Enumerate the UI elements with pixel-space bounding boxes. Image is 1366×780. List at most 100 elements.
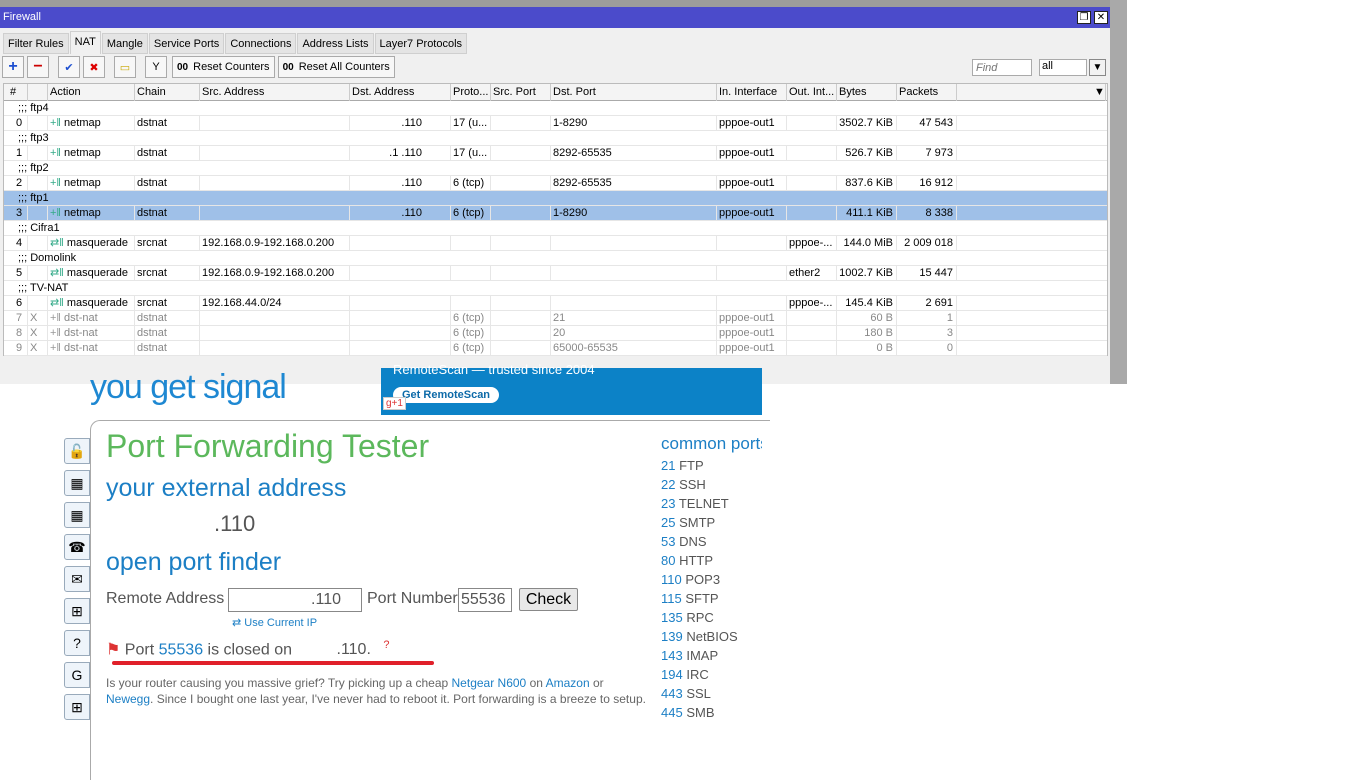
enable-button[interactable]: ✔ [58, 56, 80, 78]
cell-flag [28, 296, 48, 311]
common-port-item[interactable]: 23 TELNET [661, 496, 729, 511]
map-arrow-icon[interactable]: ▦ [64, 502, 90, 528]
table-row[interactable]: 3 +‖ netmap dstnat .110 6 (tcp) 1-8290 pppoe-o… [4, 206, 1107, 221]
comment-button[interactable]: ▭ [114, 56, 136, 78]
check-button[interactable]: Check [519, 588, 578, 611]
common-port-item[interactable]: 443 SSL [661, 686, 711, 701]
restore-button[interactable]: ❐ [1077, 11, 1091, 24]
mail-icon[interactable]: ✉ [64, 566, 90, 592]
comment-row[interactable]: ;;; ftp2 [4, 161, 1107, 176]
masquerade-icon: ⇄‖ [50, 237, 67, 249]
comment-row[interactable]: ;;; ftp1 [4, 191, 1107, 206]
table-row[interactable]: 9 X +‖ dst-nat dstnat 6 (tcp) 65000-65535 pppo… [4, 341, 1107, 356]
link[interactable]: Netgear N600 [451, 676, 527, 690]
find-input[interactable] [972, 59, 1032, 76]
tab-mangle[interactable]: Mangle [101, 33, 148, 54]
table-row[interactable]: 6 ⇄‖ masquerade srcnat 192.168.44.0/24 pppoe… [4, 296, 1107, 311]
port-number: 80 [661, 553, 676, 568]
tab-service-ports[interactable]: Service Ports [148, 33, 225, 54]
result-port-link[interactable]: 55536 [158, 641, 204, 659]
reset-all-counters-button[interactable]: 00 Reset All Counters [277, 56, 395, 78]
common-port-item[interactable]: 115 SFTP [661, 591, 719, 606]
common-port-item[interactable]: 194 IRC [661, 667, 709, 682]
cell-chain: dstnat [135, 326, 200, 341]
common-port-item[interactable]: 22 SSH [661, 477, 706, 492]
tab-address-lists[interactable]: Address Lists [297, 33, 374, 54]
map-icon[interactable]: ▦ [64, 470, 90, 496]
column-header[interactable]: # [4, 84, 28, 101]
common-port-item[interactable]: 25 SMTP [661, 515, 715, 530]
table-row[interactable]: 8 X +‖ dst-nat dstnat 6 (tcp) 20 pppoe-out1 180… [4, 326, 1107, 341]
common-port-item[interactable]: 143 IMAP [661, 648, 718, 663]
table-row[interactable]: 2 +‖ netmap dstnat .110 6 (tcp) 8292-65535 ppp… [4, 176, 1107, 191]
tab-layer7-protocols[interactable]: Layer7 Protocols [374, 33, 468, 54]
disable-button[interactable]: ✖ [83, 56, 105, 78]
column-header[interactable]: Out. Int... [787, 84, 837, 101]
table-row[interactable]: 1 +‖ netmap dstnat .1 .110 17 (u... 8292-6553… [4, 146, 1107, 161]
table-row[interactable]: 0 +‖ netmap dstnat .110 17 (u... 1-8290 pppoe-… [4, 116, 1107, 131]
comment-row[interactable]: ;;; Domolink [4, 251, 1107, 266]
table-row[interactable]: 5 ⇄‖ masquerade srcnat 192.168.0.9-192.168.… [4, 266, 1107, 281]
column-header[interactable]: Chain [135, 84, 200, 101]
port-number-input[interactable]: 55536 [458, 588, 512, 612]
column-header[interactable]: Packets [897, 84, 957, 101]
column-menu-icon[interactable]: ▼ [1092, 84, 1106, 101]
column-header[interactable] [28, 84, 48, 101]
cell-num: 2 [4, 176, 28, 191]
action-label: masquerade [66, 267, 128, 279]
link[interactable]: Newegg [106, 691, 151, 706]
help-link[interactable]: ? [383, 639, 390, 651]
tab-connections[interactable]: Connections [225, 33, 297, 54]
google-icon[interactable]: G [64, 662, 90, 688]
yougetsignal-logo[interactable]: you get signal [90, 368, 287, 406]
phone-icon[interactable]: ☎ [64, 534, 90, 560]
cell-dport: 65000-65535 [551, 341, 717, 356]
tab-nat[interactable]: NAT [69, 31, 101, 54]
use-current-ip-link[interactable]: ⇄ Use Current IP [232, 617, 318, 629]
common-port-item[interactable]: 139 NetBIOS [661, 629, 738, 644]
common-port-item[interactable]: 53 DNS [661, 534, 707, 549]
common-port-item[interactable]: 110 POP3 [661, 572, 720, 587]
remote-address-input[interactable]: .110 [228, 588, 362, 612]
column-header[interactable]: Proto... [451, 84, 491, 101]
ad-banner[interactable]: RemoteScan — trusted since 2004 Get Remo… [381, 362, 762, 415]
comment-row[interactable]: ;;; ftp4 [4, 101, 1107, 116]
comment-row[interactable]: ;;; ftp3 [4, 131, 1107, 146]
google-plus-button[interactable]: g+1 [383, 397, 406, 410]
column-header[interactable]: Dst. Port [551, 84, 717, 101]
windows-icon[interactable]: ⊞ [64, 694, 90, 720]
remove-button[interactable]: − [27, 56, 49, 78]
ad-button[interactable]: Get RemoteScan [393, 387, 500, 403]
column-header[interactable]: Bytes [837, 84, 897, 101]
common-port-item[interactable]: 21 FTP [661, 458, 704, 473]
column-header[interactable]: Action [48, 84, 135, 101]
column-header[interactable]: Src. Port [491, 84, 551, 101]
link[interactable]: Amazon [545, 676, 590, 690]
help-icon[interactable]: ? [64, 630, 90, 656]
common-port-item[interactable]: 445 SMB [661, 705, 715, 720]
common-port-item[interactable]: 135 RPC [661, 610, 714, 625]
filter-button[interactable]: Y [145, 56, 167, 78]
filter-dropdown-button[interactable]: ▼ [1089, 59, 1106, 76]
add-button[interactable]: + [2, 56, 24, 78]
network-icon[interactable]: ⊞ [64, 598, 90, 624]
column-header[interactable]: In. Interface [717, 84, 787, 101]
tab-bar: Filter Rules NAT Mangle Service Ports Connec… [3, 31, 468, 54]
cell-proto: 17 (u... [451, 146, 491, 161]
lock-icon[interactable]: 🔓 [64, 438, 90, 464]
tab-filter-rules[interactable]: Filter Rules [3, 33, 69, 54]
comment-row[interactable]: ;;; Cifra1 [4, 221, 1107, 236]
cell-num: 7 [4, 311, 28, 326]
table-row[interactable]: 4 ⇄‖ masquerade srcnat 192.168.0.9-192.168.… [4, 236, 1107, 251]
close-button[interactable]: ✕ [1094, 11, 1108, 24]
text: or [589, 676, 604, 690]
table-row[interactable]: 7 X +‖ dst-nat dstnat 6 (tcp) 21 pppoe-out1 60 … [4, 311, 1107, 326]
column-header[interactable]: Src. Address [200, 84, 350, 101]
comment-row[interactable]: ;;; TV-NAT [4, 281, 1107, 296]
common-port-item[interactable]: 80 HTTP [661, 553, 713, 568]
column-header[interactable]: Dst. Address [350, 84, 451, 101]
cell-src [200, 311, 350, 326]
cell-dport: 8292-65535 [551, 146, 717, 161]
filter-select[interactable]: all [1039, 59, 1087, 76]
reset-counters-button[interactable]: 00 Reset Counters [172, 56, 275, 78]
